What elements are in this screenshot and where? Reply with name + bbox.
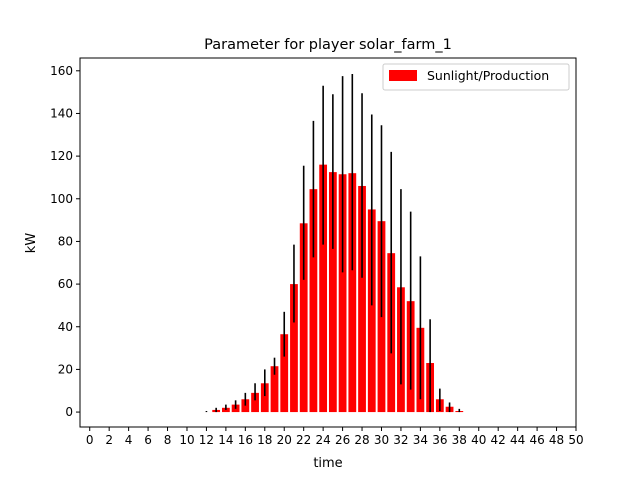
x-tick-label: 18: [257, 433, 272, 447]
x-tick-label: 14: [218, 433, 233, 447]
y-tick-label: 120: [50, 149, 73, 163]
y-tick-label: 40: [58, 320, 73, 334]
x-tick-label: 40: [471, 433, 486, 447]
legend-label: Sunlight/Production: [427, 68, 549, 83]
x-tick-label: 44: [510, 433, 525, 447]
y-tick-label: 80: [58, 234, 73, 248]
x-tick-label: 38: [452, 433, 467, 447]
y-axis-ticks: 0 20 40 60 80 100 120 140 160: [50, 64, 80, 419]
y-tick-label: 100: [50, 192, 73, 206]
y-tick-label: 160: [50, 64, 73, 78]
x-tick-label: 8: [164, 433, 172, 447]
x-tick-label: 34: [413, 433, 428, 447]
x-tick-label: 4: [125, 433, 133, 447]
x-tick-label: 24: [315, 433, 330, 447]
x-tick-label: 32: [393, 433, 408, 447]
x-tick-label: 22: [296, 433, 311, 447]
x-tick-label: 36: [432, 433, 447, 447]
x-tick-label: 28: [354, 433, 369, 447]
x-tick-label: 30: [374, 433, 389, 447]
y-tick-label: 140: [50, 106, 73, 120]
x-tick-label: 10: [179, 433, 194, 447]
x-tick-label: 48: [549, 433, 564, 447]
y-tick-label: 0: [65, 405, 73, 419]
plot-frame: [80, 58, 576, 427]
legend-swatch: [389, 70, 417, 81]
x-tick-label: 12: [199, 433, 214, 447]
legend: Sunlight/Production: [383, 64, 569, 90]
x-tick-label: 20: [277, 433, 292, 447]
x-tick-label: 46: [529, 433, 544, 447]
x-tick-label: 26: [335, 433, 350, 447]
x-tick-label: 0: [86, 433, 94, 447]
y-tick-label: 20: [58, 362, 73, 376]
y-tick-label: 60: [58, 277, 73, 291]
x-tick-label: 6: [144, 433, 152, 447]
x-axis-label: time: [313, 456, 342, 471]
x-tick-label: 42: [491, 433, 506, 447]
chart-title: Parameter for player solar_farm_1: [204, 37, 452, 53]
y-axis-label: kW: [24, 233, 39, 254]
x-tick-label: 2: [105, 433, 113, 447]
x-tick-label: 16: [238, 433, 253, 447]
x-tick-label: 50: [568, 433, 583, 447]
